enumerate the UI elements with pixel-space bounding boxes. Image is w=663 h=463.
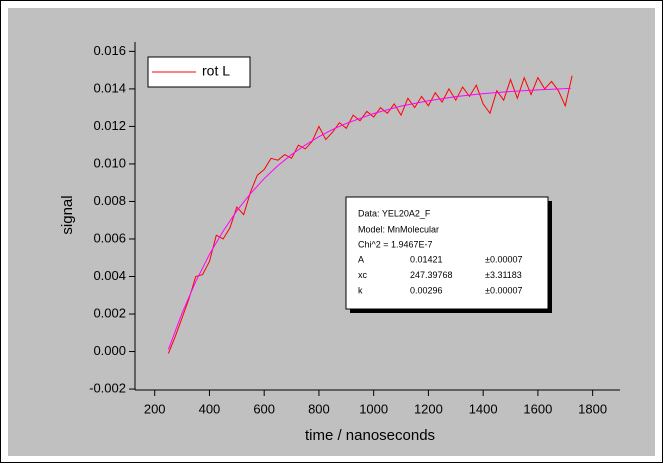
fit-param: ±0.00007 (485, 254, 522, 264)
x-tick-label: 800 (308, 401, 330, 416)
fit-param: xc (358, 270, 368, 280)
x-tick-label: 400 (199, 401, 221, 416)
fit-chi2: Chi^2 = 1.9467E-7 (358, 239, 433, 249)
fit-param: 0.00296 (410, 285, 443, 295)
x-tick-label: 1600 (523, 401, 552, 416)
fit-model: Model: MnMolecular (358, 224, 439, 234)
y-axis-title: signal (59, 195, 76, 234)
fit-line (167, 87, 571, 350)
fit-data: Data: YEL20A2_F (358, 208, 431, 218)
fit-param: A (358, 254, 364, 264)
y-tick-label: 0.000 (93, 343, 126, 358)
x-tick-label: 1400 (469, 401, 498, 416)
fit-param: 0.01421 (410, 254, 443, 264)
x-tick-label: 1800 (578, 401, 607, 416)
y-tick-label: -0.002 (89, 380, 126, 395)
y-tick-label: 0.010 (93, 155, 126, 170)
legend-label: rot L (202, 63, 230, 79)
x-axis-title: time / nanoseconds (305, 427, 435, 444)
fit-param: ±3.31183 (485, 270, 522, 280)
fit-param: k (358, 285, 363, 295)
y-tick-label: 0.002 (93, 305, 126, 320)
x-tick-label: 1000 (359, 401, 388, 416)
y-tick-label: 0.012 (93, 118, 126, 133)
y-tick-label: 0.016 (93, 43, 126, 58)
y-tick-label: 0.008 (93, 193, 126, 208)
y-tick-label: 0.014 (93, 80, 126, 95)
y-tick-label: 0.004 (93, 268, 126, 283)
fit-param: ±0.00007 (485, 285, 522, 295)
y-tick-label: 0.006 (93, 230, 126, 245)
fit-box (345, 196, 549, 310)
x-tick-label: 600 (253, 401, 275, 416)
x-tick-label: 1200 (414, 401, 443, 416)
x-tick-label: 200 (144, 401, 166, 416)
fit-param: 247.39768 (410, 270, 453, 280)
